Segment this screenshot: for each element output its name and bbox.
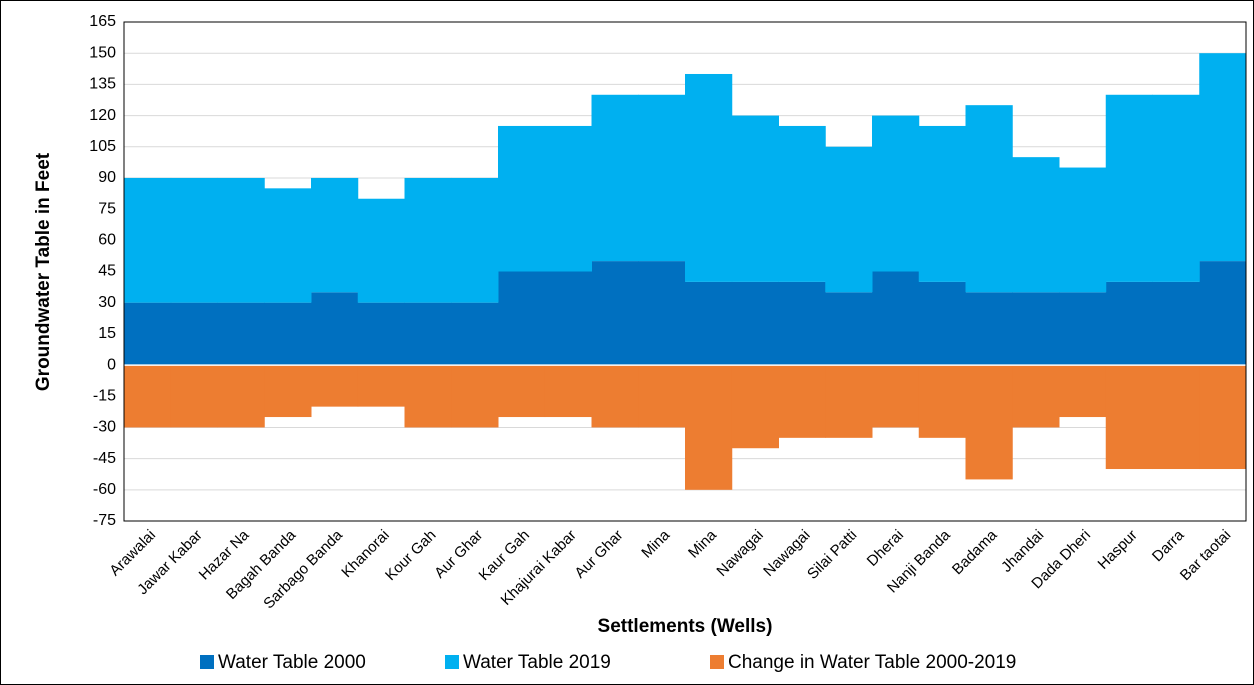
area-step — [872, 271, 920, 366]
y-tick-label: -75 — [93, 512, 116, 529]
area-step — [1059, 365, 1107, 418]
area-step — [264, 365, 312, 418]
area-step — [1199, 261, 1247, 366]
area-step — [591, 365, 639, 428]
area-step — [544, 125, 592, 272]
area-step — [404, 302, 452, 366]
area-step — [311, 177, 359, 293]
area-step — [685, 365, 733, 490]
area-step — [1059, 292, 1107, 366]
area-step — [638, 261, 686, 366]
y-tick-label: 60 — [98, 232, 116, 249]
area-step — [544, 365, 592, 418]
y-tick-label: 15 — [98, 325, 116, 342]
y-tick-label: 135 — [89, 76, 116, 93]
area-step — [311, 292, 359, 366]
area-step — [591, 261, 639, 366]
y-tick-label: 30 — [98, 294, 116, 311]
area-step — [170, 365, 218, 428]
y-tick-label: 150 — [89, 44, 116, 61]
area-step — [1199, 365, 1247, 470]
area-step — [451, 177, 499, 303]
area-step — [825, 365, 873, 438]
area-step — [170, 302, 218, 366]
area-step — [1105, 281, 1153, 366]
area-step — [217, 365, 265, 428]
area-step — [404, 365, 452, 428]
plot-frame — [123, 21, 1247, 522]
area-step — [638, 94, 686, 262]
area-step — [311, 365, 359, 407]
area-step — [1105, 365, 1153, 470]
area-step — [1012, 365, 1060, 428]
y-tick-label: 75 — [98, 200, 116, 217]
area-step — [965, 365, 1013, 480]
area-step — [1152, 365, 1200, 470]
area-step — [591, 94, 639, 262]
area-step — [965, 292, 1013, 366]
area-step — [731, 365, 779, 449]
area-step — [357, 302, 405, 366]
area-step — [872, 365, 920, 428]
y-tick-label: 120 — [89, 107, 116, 124]
y-tick-label: -30 — [93, 419, 116, 436]
y-tick-label: -15 — [93, 387, 116, 404]
area-step — [264, 188, 312, 303]
legend-label: Change in Water Table 2000-2019 — [728, 652, 1016, 673]
area-step — [1105, 94, 1153, 282]
legend-swatch — [710, 655, 724, 669]
area-step — [170, 177, 218, 303]
area-step — [357, 198, 405, 303]
area-step — [498, 271, 546, 366]
area-step — [1152, 281, 1200, 366]
area-step — [638, 365, 686, 428]
y-tick-label: -45 — [93, 450, 116, 467]
area-step — [1012, 292, 1060, 366]
area-step — [731, 115, 779, 282]
area-step — [685, 281, 733, 366]
area-step — [778, 125, 826, 282]
legend-swatch — [200, 655, 214, 669]
area-step — [451, 302, 499, 366]
area-step — [451, 365, 499, 428]
area-step — [357, 365, 405, 407]
area-step — [124, 302, 172, 366]
y-tick-label: 90 — [98, 169, 116, 186]
y-tick-label: 0 — [107, 356, 116, 373]
area-step — [918, 125, 966, 282]
y-axis-title: Groundwater Table in Feet — [33, 152, 54, 391]
area-step — [825, 292, 873, 366]
area-step — [498, 125, 546, 272]
area-step — [498, 365, 546, 418]
legend-swatch — [445, 655, 459, 669]
legend-label: Water Table 2000 — [218, 652, 366, 673]
legend-label: Water Table 2019 — [463, 652, 611, 673]
area-step — [685, 73, 733, 282]
area-step — [1152, 94, 1200, 282]
x-axis-title: Settlements (Wells) — [598, 616, 773, 637]
area-step — [1012, 157, 1060, 293]
area-step — [918, 281, 966, 366]
area-step — [778, 365, 826, 438]
area-step — [1199, 53, 1247, 262]
y-tick-label: 45 — [98, 263, 116, 280]
area-step — [1059, 167, 1107, 293]
y-tick-label: -60 — [93, 481, 116, 498]
area-step — [544, 271, 592, 366]
y-tick-label: 105 — [89, 138, 116, 155]
area-step — [918, 365, 966, 438]
area-step — [825, 146, 873, 293]
area-step — [124, 177, 172, 303]
area-step — [404, 177, 452, 303]
area-step — [965, 105, 1013, 293]
area-step — [264, 302, 312, 366]
y-tick-label: 165 — [89, 13, 116, 30]
area-step — [872, 115, 920, 272]
area-step — [124, 365, 172, 428]
area-step — [731, 281, 779, 366]
area-step — [217, 177, 265, 303]
area-step — [217, 302, 265, 366]
area-step — [778, 281, 826, 366]
